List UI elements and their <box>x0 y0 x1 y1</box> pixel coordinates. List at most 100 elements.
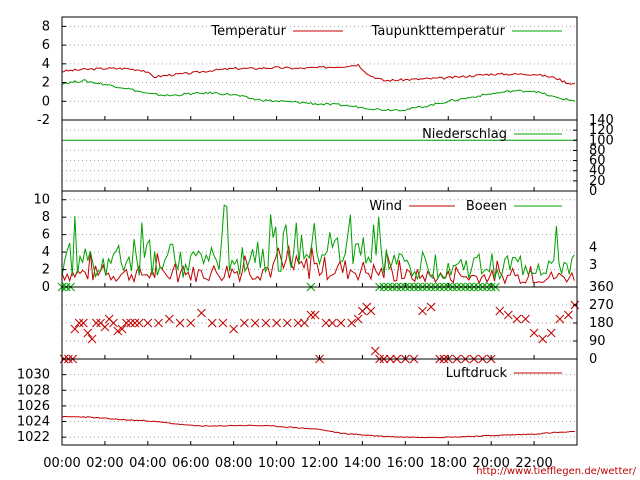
y-tick-label: 1030 <box>17 368 50 383</box>
data-point <box>87 334 97 344</box>
series-temperature <box>61 63 576 112</box>
x-tick-label: 08:00 <box>215 456 252 471</box>
y-tick-label: 8 <box>42 19 50 34</box>
data-point <box>197 308 206 318</box>
x-axis-ticks: 00:00 02:00 04:00 06:00 08:00 10:00 12:00 14:00… <box>43 116 553 471</box>
y-tick-label: 1026 <box>17 399 50 414</box>
x-tick-label: 22:00 <box>515 456 552 471</box>
x-tick-label: 04:00 <box>129 456 166 471</box>
y-tick-label-right: 4 <box>589 241 597 256</box>
legend-label-taupunkttemperatur: Taupunkttemperatur <box>371 24 506 39</box>
y-tick-label: 0 <box>42 94 50 109</box>
data-point <box>79 318 88 328</box>
y-tick-label: 2 <box>42 76 50 91</box>
series-line <box>61 63 575 85</box>
series-wind <box>61 204 575 285</box>
y-tick-label: 60 <box>589 154 606 169</box>
legend-pressure: Luftdruck <box>446 366 562 381</box>
y-tick-label: 140 <box>589 113 614 128</box>
legend-wind: Wind Boeen <box>369 199 562 214</box>
data-point <box>74 318 84 328</box>
series-line <box>61 245 575 285</box>
data-point <box>538 334 548 344</box>
legend-label-boeen: Boeen <box>466 199 507 214</box>
data-point <box>521 314 530 324</box>
x-tick-label: 14:00 <box>344 456 381 471</box>
y-tick-label: 1024 <box>17 415 50 430</box>
x-tick-label: 02:00 <box>86 456 123 471</box>
data-point <box>293 318 303 328</box>
data-point <box>143 318 153 328</box>
data-point <box>370 346 380 356</box>
y-tick-label: 6 <box>42 38 50 53</box>
data-point <box>164 314 174 324</box>
data-point <box>109 318 118 328</box>
data-point <box>261 318 271 328</box>
legend-precipitation: Niederschlag <box>422 127 562 142</box>
y-tick-label: 4 <box>42 57 50 72</box>
data-point <box>418 306 427 316</box>
data-point <box>503 310 513 320</box>
data-point <box>353 314 363 324</box>
y-tick-label: 4 <box>42 245 50 260</box>
data-point <box>512 314 522 324</box>
source-url: http://www.tiefflegen.de/wetter/ <box>476 466 636 477</box>
y-tick-label: 1028 <box>17 383 50 398</box>
data-point <box>272 318 281 328</box>
data-point <box>282 318 292 328</box>
data-point <box>154 318 163 328</box>
y-tick-label: 90 <box>589 334 606 349</box>
data-point <box>130 318 140 328</box>
y-tick-label: 180 <box>589 316 614 331</box>
legend-temperature: Temperatur Taupunkttemperatur <box>210 24 562 39</box>
x-tick-label: 12:00 <box>301 456 338 471</box>
x-tick-label: 20:00 <box>472 456 509 471</box>
data-point <box>306 310 316 320</box>
y-tick-label: 8 <box>42 210 50 225</box>
data-point <box>207 318 217 328</box>
data-point <box>336 318 346 328</box>
yticks-wind-direction: 360 270 180 90 0 <box>573 280 614 367</box>
panel-temperature: 8 6 4 2 0 -2 Temperatur Taupunkttemperatur <box>37 16 578 128</box>
x-tick-label: 00:00 <box>43 456 80 471</box>
data-point <box>529 328 539 338</box>
data-point <box>347 318 357 328</box>
y-tick-label: 80 <box>589 143 606 158</box>
y-tick-label: 10 <box>33 193 50 208</box>
data-point <box>250 318 260 328</box>
y-tick-label: 360 <box>589 280 614 295</box>
x-tick-label: 06:00 <box>172 456 209 471</box>
data-point <box>495 306 505 316</box>
y-tick-label: 1022 <box>17 430 50 445</box>
y-tick-label: 0 <box>589 352 597 367</box>
data-point <box>134 318 144 328</box>
y-tick-label: 0 <box>42 280 50 295</box>
data-point <box>83 328 93 338</box>
series-line <box>61 79 576 112</box>
y-tick-label: 6 <box>42 228 50 243</box>
data-point <box>546 328 556 338</box>
data-point <box>117 324 127 334</box>
series-line <box>61 204 575 281</box>
data-point <box>426 302 436 312</box>
y-tick-label: 100 <box>589 133 614 148</box>
y-tick-label: 2 <box>42 263 50 278</box>
data-point <box>186 318 196 328</box>
data-point <box>218 318 228 328</box>
data-point <box>555 314 565 324</box>
data-point <box>100 322 110 332</box>
series-pressure <box>61 415 575 439</box>
data-point <box>70 324 80 334</box>
data-point <box>229 324 239 334</box>
y-tick-label: 40 <box>589 164 606 179</box>
data-point <box>310 310 320 320</box>
y-tick-label: 20 <box>589 174 606 189</box>
legend-label-luftdruck: Luftdruck <box>446 366 508 381</box>
data-point <box>122 318 131 328</box>
y-tick-label: 270 <box>589 298 614 313</box>
y-tick-label: 120 <box>589 123 614 138</box>
